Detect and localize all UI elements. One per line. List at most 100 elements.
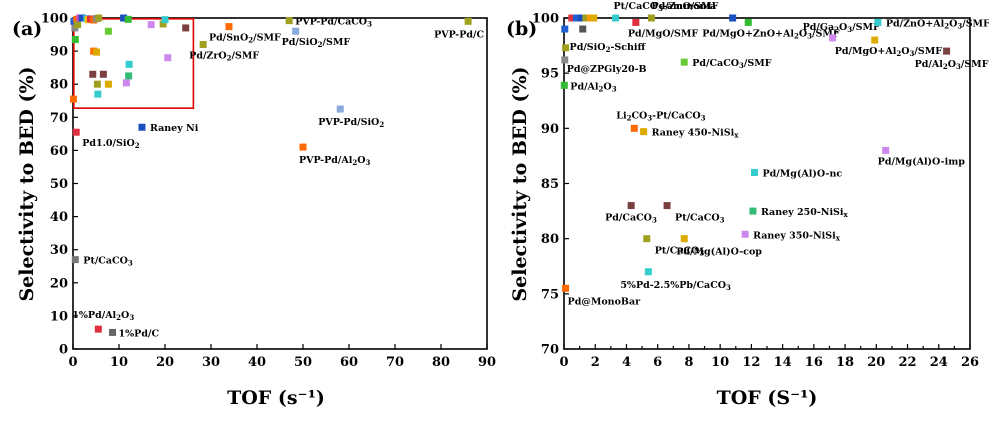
panel-b-point-label: Pd/MgO+Al2O3/SMF [835, 46, 943, 58]
panel-a-data-point [94, 325, 102, 333]
panel-a-data-point [95, 14, 103, 22]
panel-b-data-point [729, 14, 737, 22]
panel-b-point-label: Pd/ZnO+Al2O3/SMF [886, 18, 989, 30]
panel-a-data-point [292, 27, 300, 35]
panel-a-data-point [125, 60, 133, 68]
panel-b-data-point [590, 14, 598, 22]
panel-a-point-label: PVP-Pd/C [434, 29, 484, 40]
panel-b-x-tick-label: 16 [805, 355, 823, 370]
panel-b-x-tick-label: 14 [774, 355, 792, 370]
panel-a-x-tick-label: 50 [294, 355, 312, 370]
panel-a-x-tick-label: 30 [202, 355, 220, 370]
panel-b-data-point [647, 14, 655, 22]
panel-b-x-tick-label: 22 [898, 355, 916, 370]
panel-a-y-tick-label: 70 [50, 111, 68, 126]
panel-a-x-tick-label: 10 [110, 355, 128, 370]
panel-a-y-tick-label: 80 [50, 78, 68, 93]
panel-b-y-tick-label: 70 [541, 343, 559, 358]
panel-a-x-axis-title: TOF (s⁻¹) [227, 387, 325, 409]
panel-b-point-label: Pd/ZnO/SMF [651, 1, 718, 12]
panel-b-data-point [874, 18, 882, 26]
panel-b-data-point [632, 18, 640, 26]
panel-a-data-point [182, 24, 190, 32]
panel-b-point-label: Pt/CaCO3 [655, 246, 705, 258]
panel-b-point-label: Pd/Al2O3 [570, 81, 616, 93]
panel-a-data-point [78, 14, 86, 22]
panel-a-data-point [164, 54, 172, 62]
panel-b-data-point [568, 14, 576, 22]
panel-a-data-point [464, 17, 472, 25]
panel-a-y-tick-label: 100 [41, 12, 68, 27]
panel-b-point-label: Pd@MonoBar [568, 296, 642, 307]
panel-b-data-point [882, 146, 890, 154]
panel-b-point-label: Pd/Al2O3/SMF [915, 59, 989, 71]
panel-a-data-point [336, 105, 344, 113]
panel-b-y-tick-label: 80 [541, 232, 559, 247]
panel-b-data-point [744, 18, 752, 26]
panel-a-y-tick-label: 30 [50, 243, 68, 258]
panel-a-data-point [89, 70, 97, 78]
panel-a-data-point [93, 80, 101, 88]
panel-b-data-point [560, 81, 568, 89]
panel-a-point-label: PVP-Pd/CaCO3 [295, 17, 372, 29]
panel-a-data-point [161, 16, 169, 24]
panel-b-point-label: Pd/MgO+ZnO+Al2O3/SMF [702, 28, 840, 40]
panel-a-y-tick-label: 60 [50, 144, 68, 159]
panel-b-data-point [749, 207, 757, 215]
panel-b-point-label: Pd@ZPGly20-B [567, 64, 647, 75]
panel-b-x-tick-label: 2 [591, 355, 600, 370]
panel-a-x-tick-label: 70 [386, 355, 404, 370]
panel-a-x-tick-label: 90 [478, 355, 496, 370]
panel-a-point-label: Pd1.0/SiO2 [82, 138, 140, 150]
panel-a-data-point [138, 123, 146, 131]
panel-b-y-tick-label: 85 [541, 177, 559, 192]
panel-a-x-tick-label: 0 [68, 355, 77, 370]
panel-a-data-point [147, 21, 155, 29]
panel-a-data-point [109, 328, 117, 336]
panel-a-x-tick-label: 60 [340, 355, 358, 370]
panel-b-data-point [680, 58, 688, 66]
panel-a-data-point [124, 15, 132, 23]
panel-a-data-point [74, 21, 82, 29]
panel-a-data-point [122, 79, 130, 87]
panel-a-data-point [71, 36, 79, 44]
panel-a-data-point [99, 70, 107, 78]
panel-b-y-tick-label: 95 [541, 67, 559, 82]
panel-a-data-point [94, 90, 102, 98]
panel-b-x-axis-title: TOF (S⁻¹) [717, 387, 818, 409]
panel-a-data-point [72, 128, 80, 136]
panel-b-data-point [561, 56, 569, 64]
panel-b-x-tick-label: 12 [742, 355, 760, 370]
panel-b-point-label: Raney 450-NiSix [652, 128, 740, 140]
panel-b-y-tick-label: 75 [541, 287, 559, 302]
panel-a-data-point [69, 95, 77, 103]
panel-b-data-point [643, 235, 651, 243]
panel-a-point-label: Pd/SnO2/SMF [209, 33, 281, 45]
panel-b-point-label: Pd/Mg(Al)O-imp [878, 156, 966, 167]
panel-b: 0 2 4 6 8 10 12 14 16 18 20 22 24 26707580859095100Pd… [506, 1, 989, 409]
panel-a-point-label: PVP-Pd/Al2O3 [299, 155, 370, 167]
panel-a-data-point [225, 23, 233, 31]
panel-a-zoom-region-box [73, 17, 195, 109]
panel-a-y-tick-label: 40 [50, 210, 68, 225]
panel-a-data-point [159, 20, 167, 28]
panel-b-x-tick-label: 10 [711, 355, 729, 370]
panel-a-y-tick-label: 20 [50, 276, 68, 291]
panel-a-point-label: Pd/SiO2/SMF [282, 37, 351, 49]
panel-b-y-tick-label: 100 [532, 12, 559, 27]
panel-a-data-point [71, 256, 79, 264]
panel-b-x-tick-label: 6 [653, 355, 662, 370]
panel-b-data-point [561, 25, 569, 33]
panel-b-point-label: Raney 350-NiSix [753, 230, 841, 242]
panel-b-point-label: 5%Pd-2.5%Pb/CaCO3 [620, 280, 731, 292]
panel-b-x-tick-label: 8 [684, 355, 693, 370]
panel-a-data-point [199, 40, 207, 48]
panel-a-y-tick-label: 10 [50, 309, 68, 324]
panel-b-data-point [572, 14, 580, 22]
panel-b-data-point [751, 168, 759, 176]
panel-b-point-label: Pt/CaCO3 [675, 213, 725, 225]
panel-a-y-tick-label: 0 [59, 343, 68, 358]
panel-a-data-point [120, 14, 128, 22]
panel-a-plot-frame [72, 17, 488, 350]
